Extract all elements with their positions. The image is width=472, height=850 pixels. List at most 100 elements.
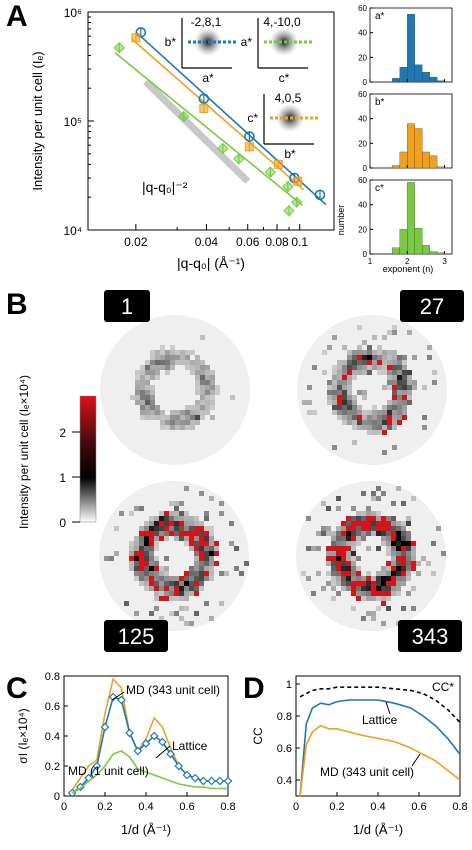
heatmap-cell [140, 385, 145, 390]
colorbar-tick-label: 2 [59, 426, 66, 440]
heatmap-cell [179, 501, 184, 506]
y-tick-label: 60 [358, 4, 367, 13]
heatmap-cell [402, 360, 407, 365]
heatmap-cell [190, 350, 195, 355]
inset-label: -2,8,1 [191, 15, 222, 29]
heatmap-cell [154, 531, 159, 536]
heatmap-cell [372, 360, 377, 365]
heatmap-cell [155, 415, 160, 420]
heatmap-cell [372, 365, 377, 370]
heatmap-cell [145, 380, 150, 385]
heatmap-cell [129, 541, 134, 546]
heatmap-cell [190, 425, 195, 430]
heatmap-cell [366, 506, 371, 511]
heatmap-cell [189, 546, 194, 551]
histogram-bar [399, 67, 408, 83]
inset-axis-label: c* [279, 71, 290, 85]
heatmap-cell [174, 526, 179, 531]
heatmap-cell [416, 571, 421, 576]
heatmap-cell [332, 400, 337, 405]
heatmap-cell [311, 591, 316, 596]
heatmap-cell [391, 566, 396, 571]
heatmap-cell [411, 496, 416, 501]
heatmap-cell [306, 546, 311, 551]
x-tick-label: 0.4 [370, 801, 385, 813]
heatmap-cell [209, 561, 214, 566]
histogram-bar [436, 252, 445, 255]
heatmap-cell [396, 486, 401, 491]
heatmap-cell [195, 385, 200, 390]
heatmap-cell [342, 415, 347, 420]
x-tick-label: 0.04 [195, 235, 219, 249]
heatmap-cell [159, 526, 164, 531]
histogram-bar [392, 165, 400, 169]
heatmap-cell [139, 551, 144, 556]
heatmap-cell [356, 521, 361, 526]
data-point [178, 110, 190, 123]
heatmap-cell [397, 410, 402, 415]
heatmap-cell [134, 551, 139, 556]
x-tick-label: 1 [368, 257, 373, 266]
heatmap-cell [401, 501, 406, 506]
heatmap-cell [164, 586, 169, 591]
heatmap-cell [195, 415, 200, 420]
heatmap-cell [316, 571, 321, 576]
heatmap-cell [352, 350, 357, 355]
heatmap-cell [361, 516, 366, 521]
heatmap-cell [154, 536, 159, 541]
data-point [135, 27, 147, 38]
heatmap-cell [372, 335, 377, 340]
heatmap-cell [366, 571, 371, 576]
heatmap-cell [169, 521, 174, 526]
heatmap-cell [341, 581, 346, 586]
heatmap-cell [219, 511, 224, 516]
heatmap-cell [160, 410, 165, 415]
heatmap-cell [386, 536, 391, 541]
heatmap-cell [154, 581, 159, 586]
heatmap-cell [204, 566, 209, 571]
heatmap-cell [190, 420, 195, 425]
heatmap-cell [356, 586, 361, 591]
heatmap-cell [164, 526, 169, 531]
heatmap-cell [195, 405, 200, 410]
heatmap-cell [342, 365, 347, 370]
heatmap-cell [377, 425, 382, 430]
heatmap-cell [200, 410, 205, 415]
heatmap-cell [441, 551, 446, 556]
count-label: 1 [121, 294, 133, 319]
heatmap-cell [352, 425, 357, 430]
heatmap-cell [411, 566, 416, 571]
heatmap-cell [397, 405, 402, 410]
heatmap-cell [160, 355, 165, 360]
data-point [215, 776, 225, 786]
heatmap-cell [199, 556, 204, 561]
heatmap-cell [366, 531, 371, 536]
heatmap-cell [386, 541, 391, 546]
heatmap-cell [377, 420, 382, 425]
heatmap-cell [396, 586, 401, 591]
heatmap-cell [371, 586, 376, 591]
heatmap-cell [174, 581, 179, 586]
heatmap-cell [170, 365, 175, 370]
heatmap-cell [174, 521, 179, 526]
heatmap-cell [387, 330, 392, 335]
x-tick-label: 0.08 [265, 235, 289, 249]
heatmap-cell [199, 531, 204, 536]
heatmap-cell [411, 586, 416, 591]
heatmap-cell [376, 546, 381, 551]
reference-slope-line [143, 79, 251, 184]
heatmap-cell [129, 551, 134, 556]
heatmap-cell [179, 616, 184, 621]
heatmap-cell [170, 345, 175, 350]
heatmap-cell [155, 350, 160, 355]
heatmap-cell [312, 410, 317, 415]
heatmap-cell [140, 415, 145, 420]
heatmap-cell [189, 571, 194, 576]
heatmap-cell [230, 395, 235, 400]
heatmap-cell [170, 420, 175, 425]
heatmap-cell [397, 355, 402, 360]
heatmap-cell [356, 541, 361, 546]
heatmap-cell [119, 511, 124, 516]
heatmap-cell [367, 430, 372, 435]
heatmap-cell [341, 536, 346, 541]
